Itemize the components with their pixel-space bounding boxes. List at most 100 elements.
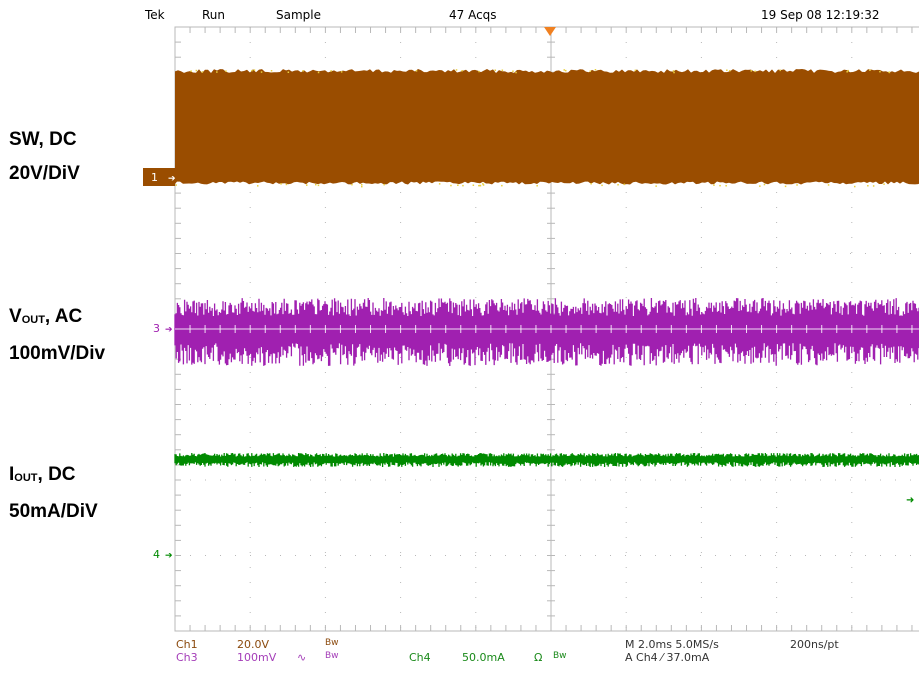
ch1-noise-dot (784, 185, 787, 188)
ch1-noise-dot (450, 184, 452, 187)
ch1-noise-dot (589, 70, 591, 72)
footer-ch1-bw: Bw (325, 638, 339, 648)
ch1-noise-dot (846, 71, 848, 73)
iout-label: IOUT, DC 50mA/DiV (9, 464, 98, 523)
vout-label: VOUT, AC 100mV/Div (9, 306, 105, 365)
ch3-waveform (174, 298, 919, 366)
footer-ch3-name: Ch3 (176, 651, 198, 664)
ch1-noise-dot (563, 69, 565, 71)
channel-markers: 1 ➔ 3 ➔ 4 ➔ ➜ (143, 27, 914, 561)
header-datetime: 19 Sep 08 12:19:32 (761, 8, 880, 22)
ch1-noise-dot (590, 183, 592, 185)
ch1-marker-label: 1 (151, 171, 158, 184)
ch1-noise-dot (351, 183, 353, 186)
ch1-noise-dot (536, 185, 538, 187)
ch3-arrow-icon: ➔ (165, 324, 173, 334)
ch4-waveform (174, 453, 919, 467)
ch1-noise-dot (330, 70, 332, 72)
footer-ch4-name: Ch4 (409, 651, 431, 664)
ch1-noise-dot (515, 71, 517, 74)
footer-resolution: 200ns/pt (790, 638, 839, 651)
ch1-noise-dot (869, 69, 871, 71)
footer-ch3-coupling-icon: ∿ (297, 651, 307, 664)
ch1-noise-dot (340, 71, 343, 73)
ch1-noise-dot (779, 69, 781, 72)
header-brand: Tek (145, 8, 165, 22)
iout-label-line1: IOUT, DC (9, 464, 98, 489)
ch1-noise-dot (195, 69, 198, 72)
ch1-noise-dot (827, 184, 830, 186)
ch1-noise-dot (512, 70, 514, 72)
ch1-noise-dot (462, 184, 464, 187)
ch1-noise-dot (750, 70, 752, 72)
ch1-noise-dot (190, 70, 192, 72)
footer-ch4-bw: Bw (553, 651, 567, 661)
ch1-noise-dot (726, 69, 728, 71)
ch1-noise-dot (361, 185, 363, 188)
ch1-noise-dot (494, 69, 496, 71)
ch1-noise-dot (883, 183, 885, 185)
waveform-traces (174, 69, 919, 467)
ch1-noise-dot (854, 185, 856, 188)
ch1-noise-dot (175, 184, 177, 186)
vout-label-line1: VOUT, AC (9, 306, 105, 331)
ch1-noise-dot (601, 184, 603, 187)
ch1-noise-dot (438, 183, 441, 185)
ch1-noise-dot (729, 70, 731, 72)
ch1-arrow-icon: ➔ (168, 173, 176, 183)
footer-ch3-scale: 100mV (237, 651, 277, 664)
ch1-noise-dot (216, 71, 218, 73)
footer-ch3-bw: Bw (325, 651, 339, 661)
ch1-noise-dot (501, 184, 503, 187)
iout-label-line2: 50mA/DiV (9, 501, 98, 522)
ch1-noise-dot (270, 70, 273, 72)
ch1-noise-dot (763, 183, 766, 186)
ch1-noise-dot (251, 69, 253, 72)
sw-label-line1: SW, DC (9, 129, 77, 150)
ch1-noise-dot (879, 70, 881, 73)
ch1-noise-dot (617, 184, 619, 186)
ch1-noise-dot (594, 69, 597, 71)
vout-rest: , AC (44, 306, 83, 327)
ch1-noise-dot (725, 185, 727, 187)
sw-label: SW, DC 20V/DiV (9, 129, 80, 185)
footer-ch1-scale: 20.0V (237, 638, 270, 651)
ch1-noise-dot (253, 69, 256, 71)
ch1-noise-dot (482, 183, 484, 185)
footer-ch4-scale: 50.0mA (462, 651, 505, 664)
ch1-noise-dot (455, 69, 458, 71)
ch1-noise-dot (225, 70, 227, 72)
ch1-noise-dot (317, 184, 320, 187)
ch1-noise-dot (383, 183, 385, 186)
ch1-noise-dot (847, 69, 849, 72)
ch1-noise-dot (260, 71, 263, 73)
ch1-noise-dot (280, 183, 282, 185)
ch1-noise-dot (285, 183, 288, 186)
ch4-marker-label: 4 (153, 548, 160, 561)
ch1-noise-dot (565, 69, 567, 72)
ch1-noise-dot (482, 184, 485, 186)
iout-rest: , DC (37, 464, 76, 485)
ch1-noise-dot (287, 71, 290, 73)
ch1-marker-bg (143, 168, 175, 186)
ch1-noise-dot (361, 184, 363, 186)
vout-label-line2: 100mV/Div (9, 343, 106, 364)
trigger-position-icon (544, 27, 556, 36)
ch1-noise-dot (719, 184, 721, 187)
ch1-noise-dot (415, 70, 418, 72)
ch1-noise-dot (478, 70, 480, 73)
ch1-noise-dot (713, 184, 715, 186)
ch1-noise-dot (673, 71, 675, 74)
ch4-arrow-icon: ➔ (165, 550, 173, 560)
footer-ch1-name: Ch1 (176, 638, 198, 651)
ch1-noise-dot (872, 185, 875, 187)
vout-main: V (9, 306, 22, 327)
ch1-noise-dot (888, 71, 890, 73)
ch1-noise-dot (672, 70, 675, 72)
header-acquisitions: 47 Acqs (449, 8, 497, 22)
ch1-noise-dot (472, 184, 475, 186)
ch1-noise-dot (306, 184, 308, 186)
ch1-noise-dot (759, 185, 761, 187)
ch1-noise-dot (501, 69, 504, 71)
